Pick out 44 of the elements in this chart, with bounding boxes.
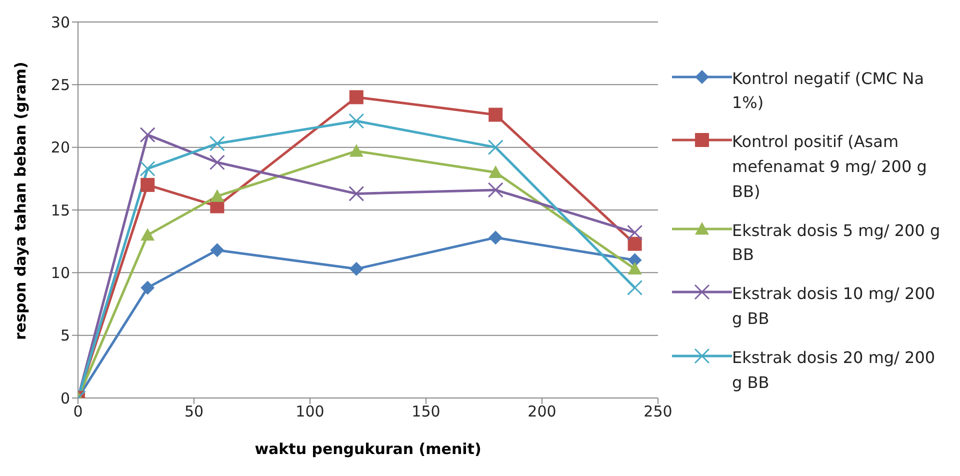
point [140, 160, 156, 176]
point [488, 165, 503, 178]
point [210, 189, 224, 202]
y-tick-label: 5 [60, 326, 70, 345]
point [488, 182, 504, 198]
y-tick-label: 25 [50, 76, 70, 94]
point [349, 90, 364, 104]
y-tick-label: 10 [50, 264, 70, 282]
y-tick-label: 20 [50, 138, 70, 157]
point [209, 154, 225, 170]
x-tick-label: 50 [184, 402, 204, 421]
point [348, 186, 364, 202]
point [209, 136, 225, 152]
point [140, 127, 156, 143]
point [627, 280, 643, 296]
x-tick-label: 100 [296, 402, 324, 421]
x-axis-title: waktu pengukuran (menit) [254, 440, 482, 458]
x-tick-label: 250 [644, 402, 672, 421]
x-tick-label: 200 [528, 402, 556, 421]
y-tick-label: 15 [50, 201, 70, 220]
y-tick-label: 0 [60, 389, 70, 408]
point [628, 262, 642, 275]
legend-label: Kontrol negatif (CMC Na 1%) [732, 68, 926, 114]
point [210, 243, 224, 258]
legend-label: Kontrol positif (Asam mefenamat 9 mg/ 200 g BB) [732, 131, 928, 203]
x-tick-label: 150 [412, 402, 440, 421]
point [488, 230, 503, 245]
legend-label: Ekstrak dosis 10 mg/ 200 g BB [732, 283, 936, 330]
point [349, 262, 364, 276]
point [488, 108, 503, 122]
point [349, 144, 364, 157]
point [348, 113, 364, 129]
y-tick-label: 30 [50, 13, 70, 32]
y-axis-title: respon daya tahan beban (gram) [11, 62, 30, 340]
point [628, 236, 642, 251]
x-tick-label: 0 [73, 402, 83, 421]
legend-label: Ekstrak dosis 5 mg/ 200 g BB [732, 220, 942, 266]
point [628, 253, 642, 268]
legend-label: Ekstrak dosis 20 mg/ 200 g BB [732, 346, 936, 394]
point [140, 228, 155, 241]
point [140, 280, 155, 295]
point [140, 178, 155, 192]
point [488, 140, 504, 156]
point [627, 224, 643, 240]
